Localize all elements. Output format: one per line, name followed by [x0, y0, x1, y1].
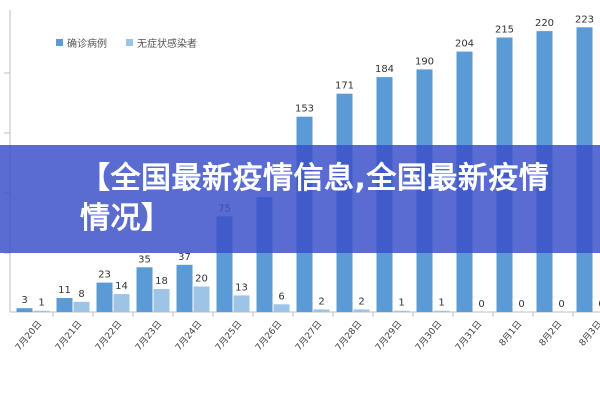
- value-label-confirmed: 153: [295, 104, 314, 115]
- legend-label-asymptomatic: 无症状感染者: [137, 37, 197, 50]
- value-label-confirmed: 3: [21, 295, 27, 306]
- value-label-asymptomatic: 2: [358, 296, 364, 307]
- value-label-asymptomatic: 20: [195, 274, 208, 285]
- x-tick-label: 7月25日: [213, 319, 244, 353]
- bar-asymptomatic: [73, 301, 90, 312]
- value-label-confirmed: 190: [415, 56, 434, 67]
- value-label-asymptomatic: 0: [478, 299, 484, 310]
- bar-asymptomatic: [153, 289, 170, 312]
- x-tick-label: 7月21日: [53, 319, 84, 353]
- value-label-asymptomatic: 0: [518, 299, 524, 310]
- value-labels-group: 3111823143518372075136153217121841190120…: [21, 14, 600, 310]
- bar-asymptomatic: [273, 304, 290, 312]
- legend-swatch-asymptomatic: [126, 39, 133, 46]
- bar-confirmed: [16, 308, 33, 312]
- value-label-confirmed: 215: [495, 25, 514, 36]
- value-label-confirmed: 184: [375, 64, 394, 75]
- x-tick-label: 8月1日: [497, 319, 524, 349]
- bar-confirmed: [176, 264, 193, 312]
- value-label-asymptomatic: 6: [278, 291, 284, 302]
- x-tick-label: 7月23日: [133, 319, 164, 353]
- bar-asymptomatic: [353, 309, 370, 312]
- value-label-confirmed: 204: [455, 39, 474, 50]
- value-label-asymptomatic: 1: [38, 298, 44, 309]
- x-tick-label: 7月31日: [453, 319, 484, 353]
- value-label-asymptomatic: 0: [598, 299, 600, 310]
- value-label-asymptomatic: 18: [155, 276, 168, 287]
- x-tick-label: 8月3日: [577, 319, 600, 349]
- x-tick-label: 7月22日: [93, 319, 124, 353]
- value-label-asymptomatic: 8: [78, 289, 84, 300]
- x-tick-label: 7月26日: [253, 319, 284, 353]
- value-label-confirmed: 223: [575, 14, 594, 25]
- bar-asymptomatic: [33, 310, 50, 312]
- value-label-confirmed: 220: [535, 18, 554, 29]
- x-tick-labels-group: 7月20日 7月21日 7月22日 7月23日 7月24日 7月25日 7月26日 7月27日…: [13, 312, 600, 353]
- value-label-confirmed: 171: [335, 81, 354, 92]
- legend-label-confirmed: 确诊病例: [67, 37, 107, 50]
- bar-asymptomatic: [233, 295, 250, 312]
- value-label-confirmed: 35: [138, 254, 151, 265]
- value-label-asymptomatic: 1: [398, 298, 404, 309]
- value-label-confirmed: 23: [98, 270, 111, 281]
- legend-swatch-confirmed: [56, 39, 63, 46]
- x-tick-label: 7月24日: [173, 319, 204, 353]
- value-label-asymptomatic: 1: [438, 298, 444, 309]
- value-label-asymptomatic: 14: [115, 281, 128, 292]
- bar-confirmed: [96, 282, 113, 312]
- x-tick-label: 7月20日: [13, 319, 44, 353]
- bar-asymptomatic: [193, 286, 210, 312]
- bar-confirmed: [56, 298, 73, 312]
- legend: 确诊病例 无症状感染者: [56, 37, 197, 50]
- headline-banner: 【全国最新疫情信息,全国最新疫情情况】: [0, 145, 600, 253]
- x-tick-label: 7月28日: [333, 319, 364, 353]
- bar-asymptomatic: [393, 310, 410, 312]
- bar-asymptomatic: [433, 310, 450, 312]
- bar-confirmed: [136, 267, 153, 312]
- value-label-asymptomatic: 0: [558, 299, 564, 310]
- x-tick-label: 8月2日: [537, 319, 564, 349]
- x-tick-label: 7月27日: [293, 319, 324, 353]
- value-label-asymptomatic: 13: [235, 282, 248, 293]
- banner-title: 【全国最新疫情信息,全国最新疫情情况】: [80, 161, 550, 236]
- value-label-confirmed: 11: [58, 285, 71, 296]
- value-label-asymptomatic: 2: [318, 296, 324, 307]
- bar-asymptomatic: [113, 294, 130, 312]
- x-tick-label: 7月29日: [373, 319, 404, 353]
- bar-asymptomatic: [313, 309, 330, 312]
- x-tick-label: 7月30日: [413, 319, 444, 353]
- value-label-confirmed: 37: [178, 252, 191, 263]
